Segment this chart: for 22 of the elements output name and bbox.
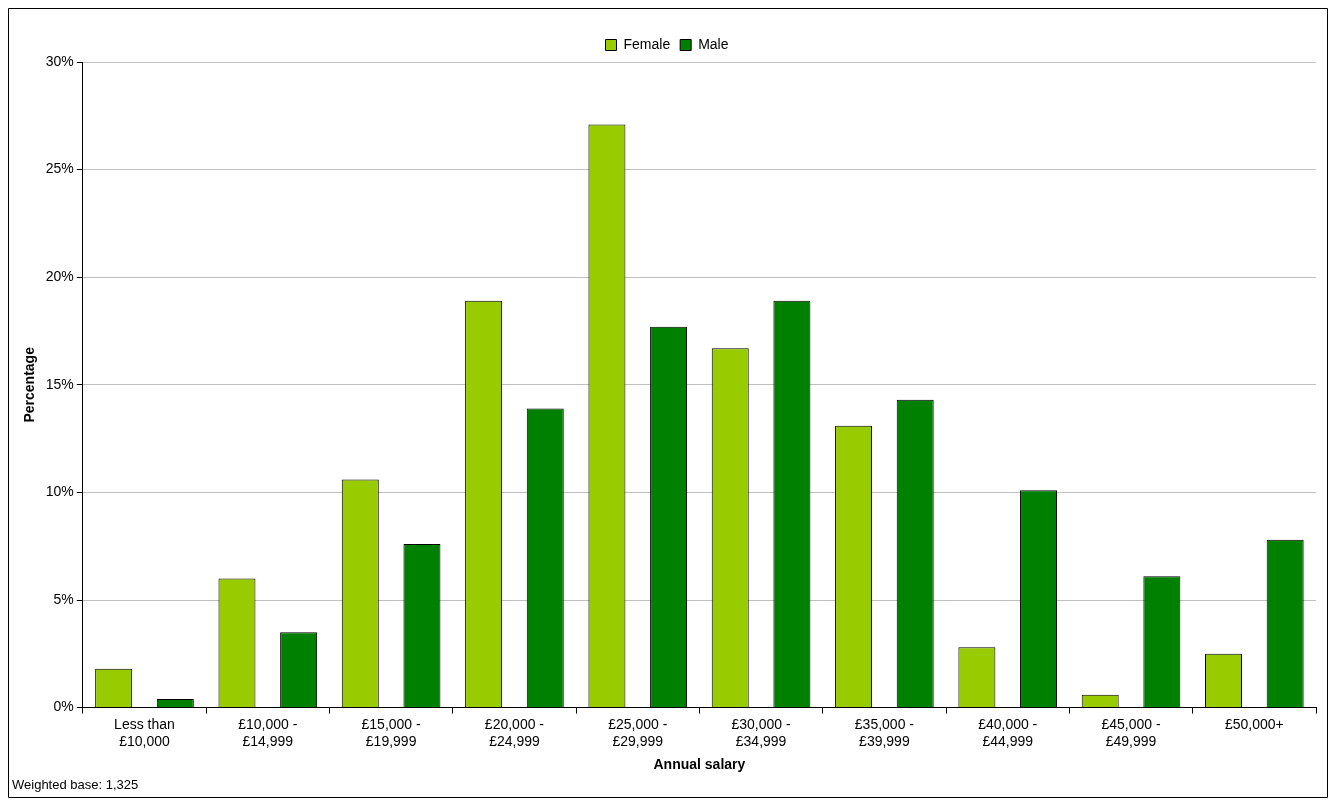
y-tick-label: 10%	[45, 483, 74, 500]
x-tick-label: £45,000 - £49,999	[1101, 715, 1161, 749]
y-tick-label: 15%	[45, 375, 74, 392]
y-tick-label: 5%	[53, 590, 74, 607]
x-tick-label: £35,000 - £39,999	[854, 715, 915, 749]
y-tick-label: 0%	[53, 698, 74, 715]
x-tick-label: Less than £10,000	[114, 715, 175, 749]
x-tick-label: £20,000 - £24,999	[484, 715, 545, 749]
x-tick-label: £40,000 - £44,999	[978, 715, 1038, 749]
x-tick-label: £30,000 - £34,999	[731, 715, 791, 749]
legend-label: Male	[698, 35, 729, 52]
x-tick-label: £50,000+	[1224, 715, 1284, 732]
text: Weighted base: 1,325	[12, 777, 139, 793]
y-tick-label: 25%	[45, 160, 74, 177]
x-tick-label: £10,000 - £14,999	[238, 715, 298, 749]
x-tick-label: £15,000 - £19,999	[361, 715, 422, 749]
y-tick-label: 20%	[45, 268, 74, 285]
x-tick-label: £25,000 - £29,999	[608, 715, 668, 749]
legend-label: Female	[623, 35, 671, 52]
y-tick-label: 30%	[45, 52, 74, 69]
y-axis-title: Percentage	[21, 346, 38, 423]
x-axis-title: Annual salary	[653, 756, 746, 773]
